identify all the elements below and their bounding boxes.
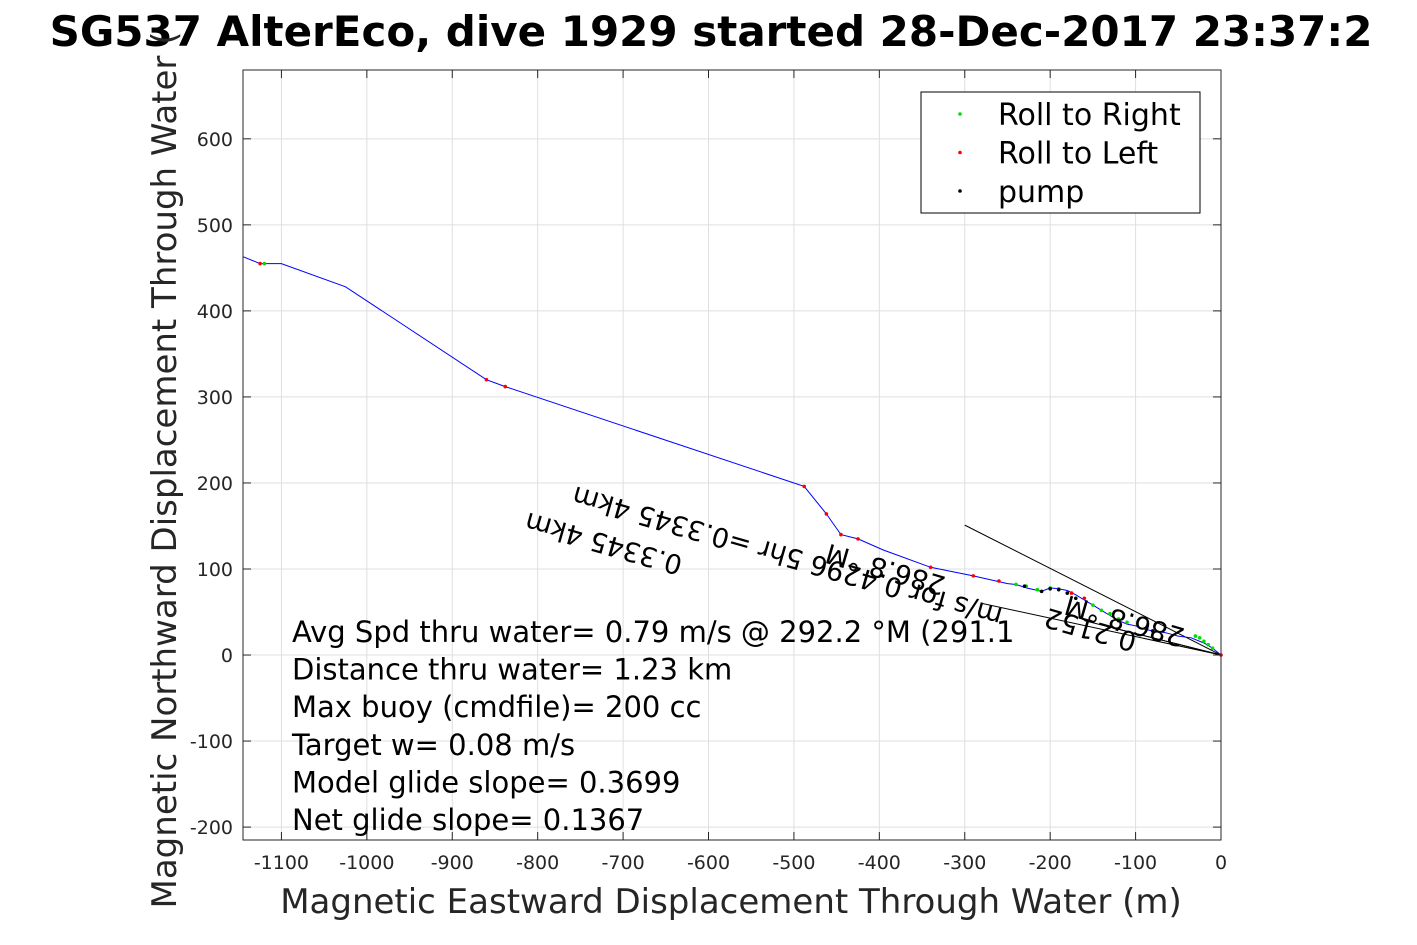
x-tick-label: -100: [1114, 852, 1157, 874]
y-tick-label: 500: [197, 215, 233, 237]
x-tick-label: 0: [1215, 852, 1227, 874]
roll-right-point: [1014, 582, 1018, 587]
roll-left-point: [928, 565, 933, 570]
roll-left-point: [1069, 591, 1074, 595]
pump-point: [1022, 584, 1027, 589]
y-tick-label: 200: [197, 473, 233, 495]
roll-right-point: [1125, 620, 1129, 625]
legend-marker: [958, 189, 962, 193]
y-tick-label: 0: [221, 645, 233, 667]
heading-vector-line: [1084, 620, 1222, 656]
roll-left-point: [258, 261, 262, 266]
roll-right-point: [1206, 642, 1210, 647]
pump-point: [1056, 587, 1061, 592]
x-tick-label: -200: [1029, 852, 1072, 874]
x-tick-label: -400: [858, 852, 901, 874]
summary-annotation-line: Avg Spd thru water= 0.79 m/s @ 292.2 °M …: [292, 615, 1014, 649]
summary-annotation-line: Net glide slope= 0.1367: [292, 803, 644, 837]
roll-right-point: [1091, 603, 1095, 607]
pump-point: [1048, 586, 1052, 591]
roll-right-point: [1099, 608, 1104, 613]
y-tick-label: 100: [197, 559, 233, 581]
roll-left-point: [802, 484, 806, 489]
x-tick-label: -1000: [339, 852, 394, 874]
chart-title: SG537 AlterEco, dive 1929 started 28-Dec…: [50, 7, 1373, 56]
legend-marker: [958, 150, 962, 155]
legend-label: pump: [998, 175, 1084, 210]
summary-annotation-line: Model glide slope= 0.3699: [292, 765, 680, 799]
x-tick-label: -600: [687, 852, 730, 874]
y-tick-label: 300: [197, 387, 233, 409]
pump-point: [1073, 596, 1078, 601]
y-tick-label: 600: [197, 129, 233, 151]
roll-right-point: [1210, 646, 1215, 650]
pump-point: [1039, 589, 1044, 594]
roll-left-point: [839, 532, 843, 537]
x-tick-label: -300: [943, 852, 986, 874]
roll-left-point: [856, 537, 860, 541]
roll-left-point: [997, 579, 1001, 583]
roll-right-point: [1197, 636, 1202, 640]
heading-vector-line: [981, 602, 1222, 656]
legend-label: Roll to Left: [998, 137, 1158, 172]
roll-right-point: [1193, 634, 1198, 638]
pump-point: [1065, 591, 1070, 595]
x-axis-label: Magnetic Eastward Displacement Through W…: [280, 882, 1182, 922]
roll-right-point: [1035, 587, 1040, 592]
x-tick-label: -1100: [254, 852, 309, 874]
roll-right-point: [1108, 611, 1112, 616]
x-tick-label: -500: [772, 852, 815, 874]
legend-label: Roll to Right: [998, 98, 1181, 133]
x-tick-label: -900: [431, 852, 474, 874]
summary-annotation-line: Target w= 0.08 m/s: [291, 728, 575, 762]
y-tick-label: -200: [190, 817, 233, 839]
plot-area-frame: [242, 69, 1222, 841]
heading-vectors: [964, 524, 1222, 656]
roll-left-point: [484, 377, 489, 382]
x-tick-label: -700: [602, 852, 645, 874]
roll-right-point: [262, 261, 267, 266]
roll-left-point: [1082, 596, 1087, 601]
roll-left-point: [503, 384, 508, 389]
marker-points: [258, 261, 1223, 657]
y-axis-label: Magnetic Northward Displacement Through …: [145, 32, 185, 909]
pump-point: [1150, 629, 1155, 633]
legend-box: [920, 91, 1201, 214]
y-tick-label: 400: [197, 301, 233, 323]
summary-annotations: Avg Spd thru water= 0.79 m/s @ 292.2 °M …: [291, 615, 1014, 837]
legend-marker: [958, 112, 962, 116]
x-tick-label: -800: [516, 852, 559, 874]
summary-annotation-line: Max buoy (cmdfile)= 200 cc: [292, 690, 701, 724]
roll-right-point: [1202, 639, 1206, 644]
roll-left-point: [971, 574, 976, 578]
tick-marks: -1100 -1000 -900 -800 -700 -600 -500 -400 -300 -2…: [190, 70, 1227, 874]
pump-point: [1116, 618, 1121, 623]
heading-vector-line: [964, 524, 1222, 656]
summary-annotation-line: Distance thru water= 1.23 km: [292, 653, 732, 687]
roll-left-point: [824, 512, 829, 516]
y-tick-label: -100: [190, 731, 233, 753]
